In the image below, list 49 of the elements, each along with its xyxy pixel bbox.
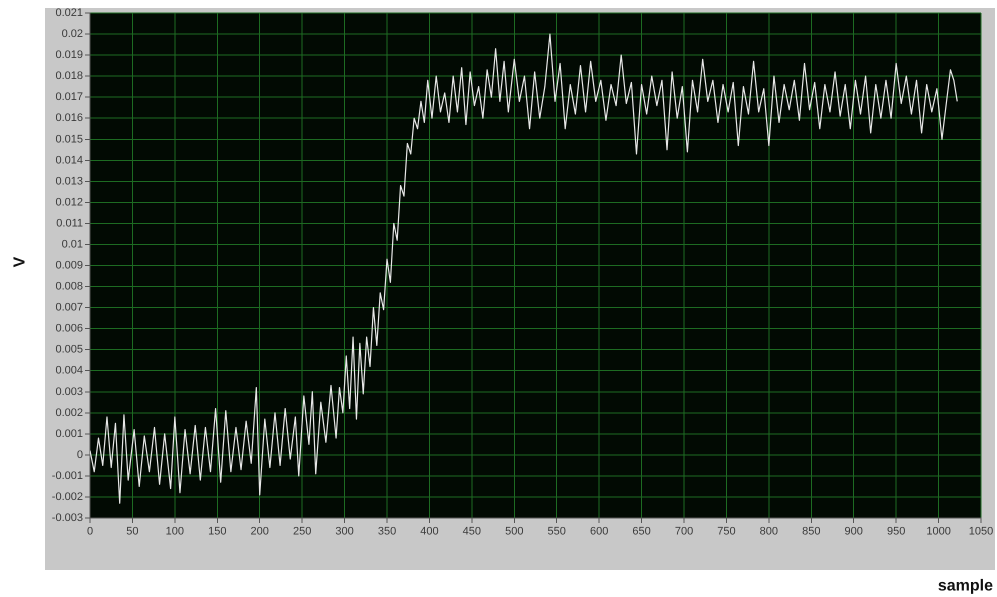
- y-tick-label: 0.006: [55, 322, 83, 335]
- x-tick-label: 300: [335, 526, 354, 538]
- y-tick-label: 0.014: [55, 154, 83, 166]
- y-tick-label: 0.003: [55, 386, 83, 398]
- y-tick-label: 0.011: [56, 217, 83, 230]
- y-tick-label: 0: [76, 448, 83, 461]
- y-tick-label: 0.005: [55, 344, 83, 356]
- y-tick-label: 0.004: [55, 364, 83, 377]
- x-tick-label: 850: [802, 526, 820, 538]
- y-tick-label: 0.009: [55, 260, 83, 272]
- x-tick-label: 150: [208, 526, 226, 538]
- y-tick-label: 0.018: [55, 70, 83, 82]
- y-axis-title: V: [11, 256, 28, 268]
- y-tick-label: -0.002: [52, 490, 83, 503]
- x-tick-label: 350: [378, 526, 396, 538]
- x-tick-label: 250: [292, 526, 312, 538]
- x-tick-label: 200: [250, 526, 269, 538]
- x-tick-label: 400: [420, 526, 439, 538]
- y-tick-label: 0.01: [62, 238, 83, 250]
- y-tick-label: 0.017: [55, 91, 83, 104]
- y-tick-label: 0.008: [55, 280, 83, 293]
- y-tick-label: 0.02: [62, 28, 83, 40]
- x-tick-label: 50: [126, 526, 139, 538]
- x-tick-label: 950: [886, 526, 906, 538]
- y-tick-label: 0.012: [55, 196, 83, 208]
- y-tick-label: -0.003: [52, 512, 83, 524]
- x-tick-label: 700: [674, 526, 694, 538]
- y-tick-label: -0.001: [52, 470, 83, 482]
- x-tick-label: 0: [86, 526, 94, 538]
- y-tick-label: 0.001: [55, 428, 83, 440]
- x-axis-title: sample: [938, 577, 994, 594]
- x-tick-label: 800: [760, 526, 778, 538]
- x-tick-label: 450: [462, 526, 482, 538]
- x-tick-label: 600: [590, 526, 608, 538]
- y-tick-label: 0.016: [55, 112, 83, 124]
- x-tick-label: 1050: [968, 526, 994, 538]
- x-tick-label: 500: [505, 526, 524, 538]
- x-tick-label: 900: [844, 526, 863, 538]
- y-tick-label: 0.007: [55, 302, 83, 314]
- y-tick-label: 0.021: [55, 7, 83, 20]
- y-tick-label: 0.013: [55, 175, 83, 188]
- x-tick-label: 550: [548, 526, 566, 538]
- y-tick-label: 0.002: [55, 406, 83, 419]
- x-tick-label: 1000: [926, 526, 951, 538]
- x-tick-label: 650: [632, 526, 651, 538]
- y-tick-label: 0.015: [55, 133, 83, 146]
- x-tick-label: 750: [717, 526, 736, 538]
- x-tick-label: 100: [166, 526, 184, 538]
- y-tick-label: 0.019: [55, 49, 83, 62]
